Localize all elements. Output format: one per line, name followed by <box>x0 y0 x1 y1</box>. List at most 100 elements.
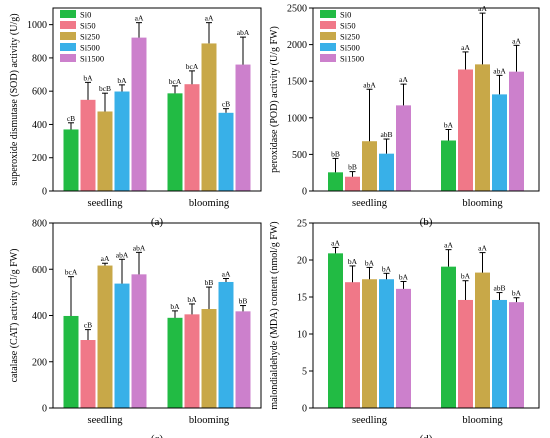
significance-label: bA <box>444 121 454 130</box>
bar-Si0-seedling <box>328 253 343 408</box>
bar-Si1500-blooming <box>235 311 251 408</box>
significance-label: aA <box>205 14 214 23</box>
significance-label: abB <box>380 130 392 139</box>
panel-label: (b) <box>420 216 433 228</box>
bar-Si0-blooming <box>441 140 456 191</box>
significance-label: bB <box>205 278 214 287</box>
bar-Si250-seedling <box>97 111 113 191</box>
legend-label: Si500 <box>80 43 100 53</box>
significance-label: abA <box>116 250 129 259</box>
y-tick-label: 1000 <box>287 113 307 124</box>
y-tick-label: 600 <box>32 87 47 98</box>
y-tick-label: 500 <box>292 150 307 161</box>
bar-Si0-seedling <box>63 129 79 191</box>
x-tick-label: seedling <box>352 415 388 426</box>
plot-frame <box>312 222 540 409</box>
bar-Si50-blooming <box>458 69 473 191</box>
legend-label: Si250 <box>340 32 360 42</box>
bar-Si500-seedling <box>114 283 130 408</box>
significance-label: abA <box>363 80 376 89</box>
bar-Si1500-blooming <box>235 64 251 191</box>
bar-Si250-seedling <box>97 265 113 408</box>
panel-c: bcA cB aA abA abA seedling bA bA bB aA bB blooming 0… <box>9 219 262 438</box>
significance-label: abA <box>133 243 146 252</box>
significance-label: bA <box>461 272 471 281</box>
bar-Si50-seedling <box>345 282 360 408</box>
bar-Si1500-seedling <box>396 105 411 191</box>
significance-label: aA <box>512 36 521 45</box>
significance-label: cB <box>84 321 92 330</box>
panel-label: (d) <box>420 433 433 438</box>
bar-Si250-seedling <box>362 141 377 191</box>
y-tick-label: 1000 <box>27 20 47 31</box>
x-tick-label: blooming <box>189 198 230 209</box>
legend-label: Si250 <box>80 32 100 42</box>
legend-swatch-Si50 <box>60 21 76 29</box>
significance-label: aA <box>444 241 453 250</box>
bar-Si500-seedling <box>379 153 394 191</box>
significance-label: aA <box>478 244 487 253</box>
significance-label: aA <box>135 14 144 23</box>
y-tick-label: 0 <box>302 187 307 198</box>
panel-b: bB bB abA abB aA seedling bA aA aA abA aA blooming 0… <box>269 4 540 228</box>
bar-Si0-blooming <box>167 317 183 408</box>
y-tick-label: 800 <box>32 53 47 64</box>
y-tick-label: 15 <box>297 293 307 304</box>
significance-label: aA <box>461 43 470 52</box>
y-tick-label: 200 <box>32 357 47 368</box>
significance-label: bcA <box>186 62 199 71</box>
legend-label: Si1500 <box>80 54 104 64</box>
bar-Si1500-seedling <box>131 37 147 191</box>
y-tick-label: 20 <box>297 256 307 267</box>
significance-label: aA <box>399 75 408 84</box>
bar-Si500-seedling <box>379 279 394 408</box>
y-tick-label: 0 <box>42 187 47 198</box>
bar-Si1500-blooming <box>509 71 524 191</box>
x-tick-label: seedling <box>88 415 124 426</box>
legend-label: Si50 <box>340 21 356 31</box>
legend-label: Si500 <box>340 43 360 53</box>
y-tick-label: 200 <box>32 153 47 164</box>
bar-Si500-seedling <box>114 91 130 191</box>
bar-Si0-blooming <box>167 93 183 191</box>
bar-Si500-blooming <box>492 94 507 191</box>
legend-label: Si0 <box>340 10 351 20</box>
significance-label: bA <box>365 258 375 267</box>
legend-swatch-Si0 <box>320 10 336 18</box>
bar-Si0-blooming <box>441 266 456 408</box>
bar-Si250-blooming <box>475 272 490 408</box>
panel-label: (a) <box>151 216 164 228</box>
bar-Si250-blooming <box>201 43 217 191</box>
bar-Si0-seedling <box>328 172 343 191</box>
y-axis-label: peroxidase (POD) activity (U/g FW) <box>269 26 280 173</box>
significance-label: bA <box>170 302 180 311</box>
legend-swatch-Si500 <box>60 43 76 51</box>
significance-label: bB <box>331 149 340 158</box>
bar-Si50-seedling <box>80 340 96 408</box>
bar-Si250-seedling <box>362 279 377 408</box>
y-tick-label: 5 <box>302 367 307 378</box>
bar-Si250-blooming <box>475 64 490 191</box>
significance-label: bA <box>399 272 409 281</box>
bar-Si1500-seedling <box>396 288 411 408</box>
legend-label: Si0 <box>80 10 91 20</box>
y-tick-label: 600 <box>32 265 47 276</box>
x-tick-label: blooming <box>189 415 230 426</box>
bar-Si1500-seedling <box>131 274 147 408</box>
legend-swatch-Si500 <box>320 43 336 51</box>
panel-a: cB bA bcB bA aA seedling bcA bcA aA cB abA blooming… <box>9 7 262 228</box>
bar-Si50-blooming <box>458 299 473 408</box>
significance-label: aA <box>101 254 110 263</box>
significance-label: bcA <box>65 268 78 277</box>
legend-swatch-Si0 <box>60 10 76 18</box>
y-tick-label: 1500 <box>287 77 307 88</box>
significance-label: abB <box>493 284 505 293</box>
y-tick-label: 800 <box>32 219 47 230</box>
significance-label: bcA <box>169 77 182 86</box>
y-tick-label: 10 <box>297 330 307 341</box>
bar-Si500-blooming <box>218 112 234 191</box>
legend-swatch-Si50 <box>320 21 336 29</box>
significance-label: bA <box>117 76 127 85</box>
